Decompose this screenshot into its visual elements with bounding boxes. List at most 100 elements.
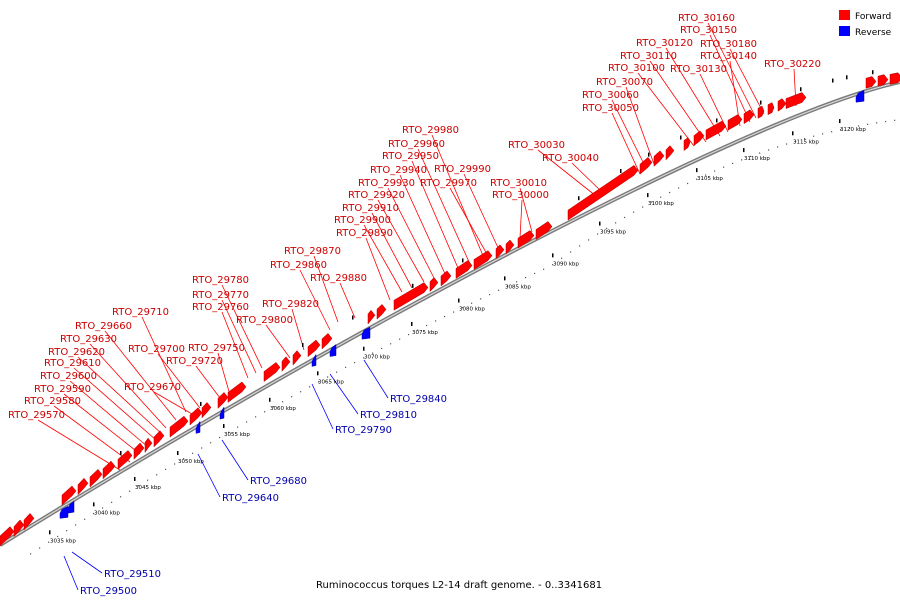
forward-gene-label: RTO_30000 xyxy=(492,190,549,201)
forward-leader xyxy=(729,48,765,115)
forward-gene-label: RTO_30110 xyxy=(620,51,677,62)
scale-tick xyxy=(458,298,460,303)
forward-gene-label: RTO_29610 xyxy=(44,358,101,369)
track-dot xyxy=(723,166,725,168)
track-dot xyxy=(696,178,698,180)
track-dot xyxy=(543,268,545,270)
track-dot xyxy=(336,371,338,373)
track-dot xyxy=(111,501,113,503)
feature-marker xyxy=(648,152,650,157)
scale-tick xyxy=(269,397,271,402)
track-dot xyxy=(66,530,68,532)
scale-label: 3105 kbp xyxy=(697,176,723,182)
feature-marker xyxy=(302,343,304,348)
scale-label: 3065 kbp xyxy=(318,379,344,385)
forward-gene xyxy=(865,76,877,89)
track-dot xyxy=(831,131,833,133)
reverse-gene xyxy=(311,353,317,367)
track-dot xyxy=(552,264,554,266)
track-dot xyxy=(813,135,815,137)
forward-gene-label: RTO_30180 xyxy=(700,39,757,50)
forward-gene-label: RTO_30030 xyxy=(508,140,565,151)
forward-gene xyxy=(13,519,25,538)
track-dot xyxy=(597,233,599,235)
forward-leader xyxy=(649,60,707,143)
track-dot xyxy=(48,541,50,543)
forward-gene xyxy=(535,221,553,241)
forward-leader xyxy=(104,330,177,421)
forward-gene xyxy=(429,277,439,293)
forward-leader xyxy=(89,343,167,429)
track-dot xyxy=(678,187,680,189)
track-dot xyxy=(777,146,779,148)
scale-tick xyxy=(134,476,136,481)
reverse-leader xyxy=(221,439,249,481)
forward-gene-label: RTO_29890 xyxy=(336,228,393,239)
forward-gene-label: RTO_29780 xyxy=(192,275,249,286)
feature-marker xyxy=(352,315,354,320)
track-dot xyxy=(201,447,203,449)
forward-gene-label: RTO_29620 xyxy=(48,347,105,358)
scale-tick xyxy=(792,131,794,136)
track-dot xyxy=(660,196,662,198)
forward-gene xyxy=(153,430,165,448)
forward-gene xyxy=(440,270,452,287)
forward-leader xyxy=(399,174,447,277)
reverse-gene xyxy=(195,420,201,434)
track-dot xyxy=(507,285,509,287)
forward-gene-label: RTO_29580 xyxy=(24,396,81,407)
scale-label: 3085 kbp xyxy=(505,284,531,290)
forward-gene xyxy=(473,250,493,270)
forward-leader xyxy=(699,73,729,133)
track-dot xyxy=(732,162,734,165)
track-dot xyxy=(606,227,608,230)
forward-gene-label: RTO_29630 xyxy=(60,334,117,345)
forward-leader xyxy=(339,282,356,319)
track-dot xyxy=(93,512,95,515)
track-dot xyxy=(867,123,869,125)
track-dot xyxy=(849,127,851,129)
forward-gene-label: RTO_29930 xyxy=(358,178,415,189)
reverse-leader xyxy=(63,555,79,591)
scale-tick xyxy=(363,346,365,351)
feature-marker xyxy=(120,450,122,455)
scale-tick xyxy=(743,148,745,153)
feature-marker xyxy=(800,87,802,92)
track-dot xyxy=(354,362,356,364)
forward-gene-label: RTO_29950 xyxy=(382,151,439,162)
track-dot xyxy=(444,315,446,318)
track-dot xyxy=(318,381,320,383)
reverse-gene xyxy=(67,500,75,514)
scale-label: 3080 kbp xyxy=(459,307,485,313)
forward-leader xyxy=(365,237,391,301)
forward-leader xyxy=(371,212,413,289)
forward-gene xyxy=(227,381,247,403)
forward-gene-label: RTO_30040 xyxy=(542,153,599,164)
forward-leader xyxy=(571,162,605,195)
forward-leader xyxy=(157,353,201,409)
reverse-gene-label: RTO_29640 xyxy=(222,493,279,504)
legend-reverse-label: Reverse xyxy=(855,28,892,38)
legend: Forward Reverse xyxy=(839,10,892,38)
forward-gene-label: RTO_29820 xyxy=(262,299,319,310)
track-dot xyxy=(300,391,302,393)
forward-gene xyxy=(23,512,35,531)
scale-tick xyxy=(504,276,506,281)
forward-gene-label: RTO_29750 xyxy=(188,343,245,354)
forward-gene xyxy=(201,402,212,419)
scale-tick xyxy=(93,502,95,507)
reverse-leader xyxy=(71,551,103,574)
forward-leader xyxy=(519,187,533,233)
scale-label: 3095 kbp xyxy=(600,230,626,236)
reverse-gene-label: RTO_29680 xyxy=(250,476,307,487)
forward-gene xyxy=(376,304,387,320)
forward-leader xyxy=(637,72,695,147)
forward-gene-label: RTO_29720 xyxy=(166,356,223,367)
track-dot xyxy=(102,507,104,509)
scale-tick xyxy=(696,168,698,173)
forward-leader xyxy=(69,380,149,448)
track-dot xyxy=(147,479,149,481)
track-dot xyxy=(588,239,590,241)
scale-label: 3055 kbp xyxy=(224,432,250,438)
forward-leader xyxy=(221,284,263,369)
